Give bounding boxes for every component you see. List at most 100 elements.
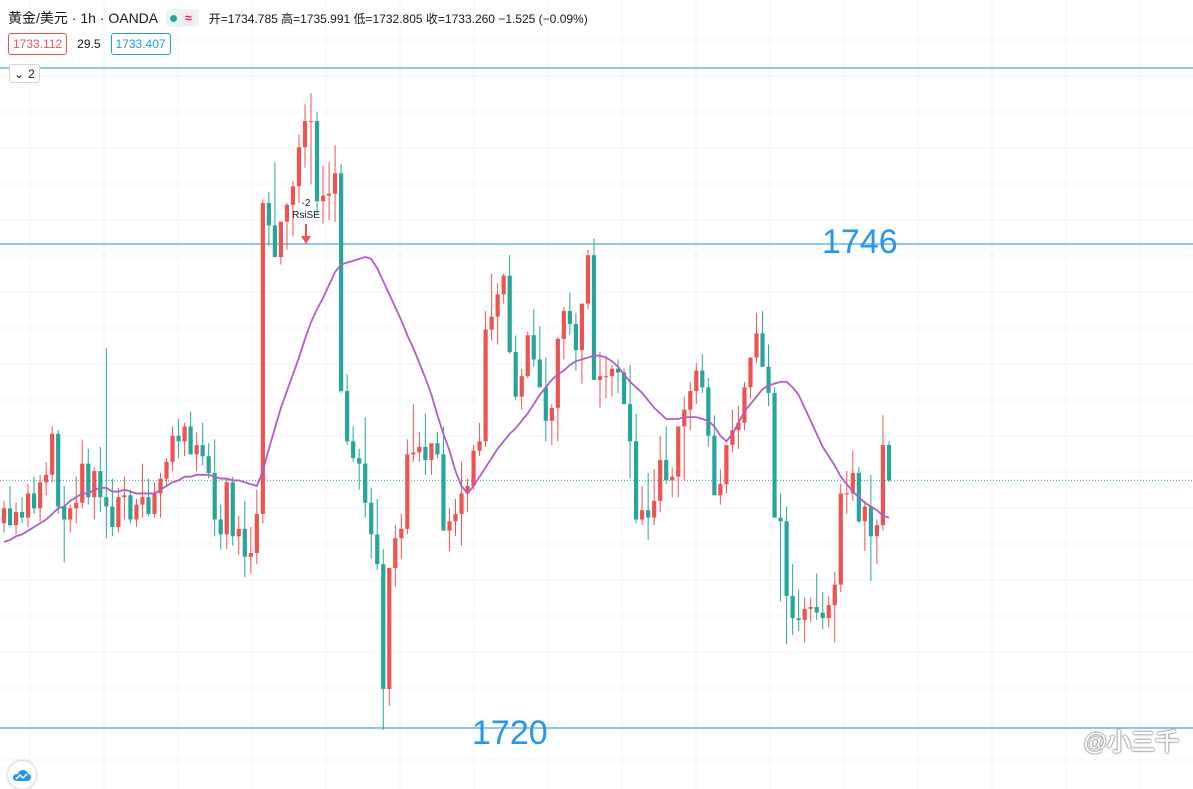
signal-count: -2: [302, 198, 311, 209]
candle: [92, 467, 97, 520]
candle-body: [814, 607, 819, 613]
candle: [278, 221, 284, 265]
candle-body: [429, 443, 434, 460]
candle: [886, 441, 892, 483]
candle: [224, 478, 229, 550]
candle-body: [603, 376, 609, 378]
candle-body: [435, 443, 440, 455]
candle: [453, 499, 458, 537]
candle: [441, 426, 446, 531]
candle: [868, 474, 873, 581]
candle: [200, 422, 205, 466]
candle-body: [495, 294, 500, 317]
candle: [862, 500, 867, 552]
candle-body: [640, 510, 645, 520]
candle: [844, 471, 849, 514]
candle: [561, 307, 566, 360]
candle-body: [170, 435, 175, 462]
signal-label: RsiSE: [292, 210, 320, 221]
candle: [874, 519, 879, 565]
candle: [423, 413, 428, 475]
approx-icon: ≈: [182, 11, 195, 25]
candle: [128, 489, 133, 524]
candle: [501, 273, 506, 304]
candle: [567, 292, 572, 336]
candle-body: [646, 510, 651, 518]
candle-body: [80, 463, 85, 503]
candle-body: [874, 525, 879, 537]
bid-price-button[interactable]: 1733.112: [8, 33, 68, 55]
candle: [339, 163, 344, 393]
symbol-title[interactable]: 黄金/美元 · 1h · OANDA: [8, 10, 159, 26]
candle: [706, 378, 711, 447]
candle-body: [772, 392, 777, 518]
candle-body: [74, 502, 79, 509]
candle: [333, 145, 338, 222]
level-label-low: 1720: [472, 714, 548, 752]
candle-body: [802, 608, 807, 621]
candle: [393, 525, 398, 587]
ohlc-values: 开=1734.785 高=1735.991 低=1732.805 收=1733.…: [208, 11, 588, 26]
candle-body: [296, 147, 302, 187]
candle: [164, 458, 169, 486]
candle: [489, 273, 494, 341]
candle-body: [796, 618, 801, 621]
candle: [772, 387, 777, 518]
candle-body: [688, 391, 693, 410]
candle-body: [266, 203, 271, 226]
strategy-signal: -2 RsiSE: [292, 198, 320, 244]
candle: [627, 365, 633, 479]
market-open-dot-icon: [170, 14, 178, 22]
candle: [555, 337, 560, 442]
horizontal-levels[interactable]: [0, 67, 1193, 729]
indicator-count: 2: [28, 66, 35, 81]
candle-body: [363, 463, 368, 503]
candle-body: [393, 538, 398, 568]
candle: [748, 357, 753, 399]
candle-body: [537, 359, 542, 388]
candle-body: [838, 493, 843, 585]
candle-body: [579, 303, 585, 351]
candle-body: [19, 512, 25, 518]
candle: [712, 415, 717, 496]
candle-body: [567, 311, 572, 325]
candle-body: [98, 471, 103, 498]
candle: [796, 590, 801, 632]
candle-body: [272, 225, 277, 258]
candle: [495, 283, 500, 345]
candle: [784, 506, 789, 645]
indicator-collapse-button[interactable]: ⌄ 2: [9, 64, 40, 83]
candle-body: [850, 472, 855, 494]
candle: [808, 597, 813, 622]
candle-body: [832, 584, 837, 606]
candle: [634, 413, 639, 524]
candle: [272, 162, 277, 258]
candle-body: [820, 612, 825, 619]
candle-body: [700, 370, 705, 388]
candle-body: [549, 407, 554, 421]
candle: [603, 355, 609, 399]
spread-value: 29.5: [77, 37, 101, 51]
candle: [80, 439, 85, 509]
market-status[interactable]: ≈: [166, 9, 199, 27]
candle-body: [44, 474, 49, 483]
candle: [465, 478, 470, 513]
candle: [56, 430, 61, 514]
candle: [176, 418, 181, 459]
candle: [158, 472, 163, 518]
candle: [507, 255, 512, 354]
candle-body: [712, 435, 717, 496]
tradingview-logo[interactable]: [8, 761, 36, 789]
candle: [387, 567, 392, 706]
candle: [754, 312, 759, 364]
candle-body: [381, 564, 386, 689]
candle: [320, 165, 326, 224]
candle: [537, 325, 542, 388]
candle: [308, 93, 314, 185]
candle: [483, 311, 488, 447]
candle: [591, 238, 597, 380]
ask-price-button[interactable]: 1733.407: [110, 33, 171, 55]
candle: [110, 478, 115, 537]
candle: [682, 396, 687, 481]
